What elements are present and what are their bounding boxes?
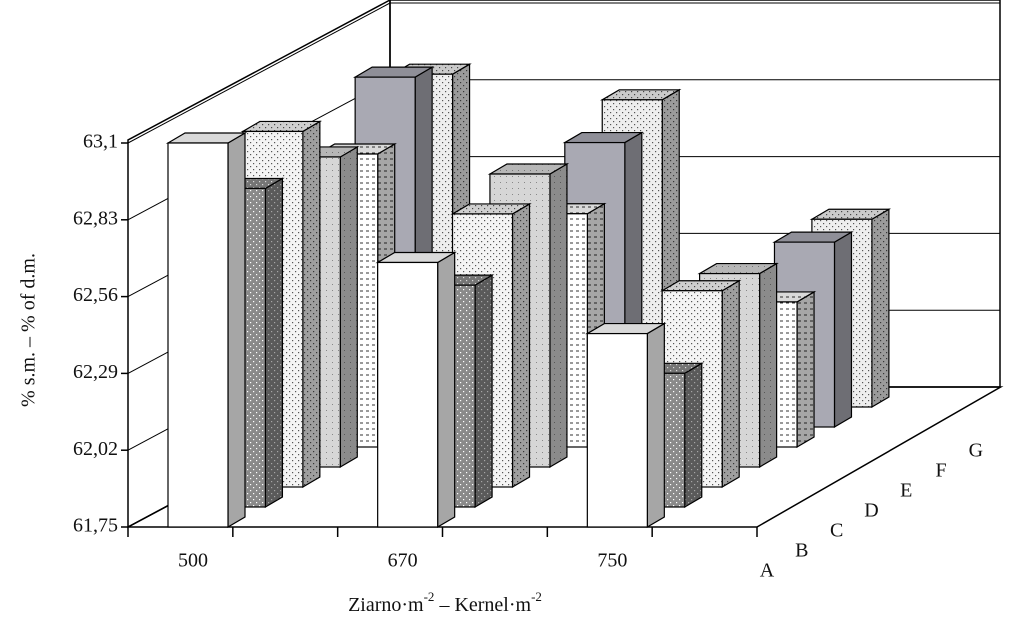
bar-side-shade bbox=[302, 121, 320, 487]
bar bbox=[377, 261, 439, 528]
bar-side-shade bbox=[684, 363, 702, 507]
bar-group bbox=[585, 322, 667, 529]
bar-side-shade bbox=[871, 209, 889, 407]
y-tick-label: 62,29 bbox=[73, 361, 118, 383]
bar-side-shade bbox=[228, 133, 245, 527]
y-tick-label: 62,56 bbox=[73, 284, 118, 306]
y-tick-label: 63,1 bbox=[83, 131, 118, 153]
x-tick-label: 500 bbox=[178, 550, 208, 572]
x-axis-label: Ziarno·m-2 – Kernel·m-2 bbox=[348, 589, 542, 616]
bar-top-shade bbox=[774, 232, 852, 243]
series-label: A bbox=[760, 560, 775, 582]
x-label-part: Ziarno·m bbox=[348, 594, 424, 616]
series-label: E bbox=[900, 480, 912, 502]
bar-top-shade bbox=[587, 323, 665, 334]
bar-side-shade bbox=[797, 291, 815, 447]
series-label: F bbox=[935, 460, 946, 482]
bar-side-shade bbox=[512, 203, 530, 487]
bar-top-shade bbox=[377, 252, 455, 263]
series-label: G bbox=[969, 440, 983, 462]
bar-top-shade bbox=[242, 121, 320, 132]
x-tick-label: 750 bbox=[597, 550, 627, 572]
grid-line bbox=[127, 2, 391, 144]
series-label: D bbox=[864, 500, 878, 522]
bar-group bbox=[375, 251, 457, 529]
bar-top-shade bbox=[489, 164, 567, 175]
bar bbox=[586, 332, 648, 528]
bar-top-shade bbox=[662, 280, 740, 291]
x-tick-label: 670 bbox=[388, 550, 418, 572]
x-label-part: – Kernel·m bbox=[434, 594, 531, 616]
bar-side-shade bbox=[340, 146, 358, 467]
bar-group bbox=[165, 131, 248, 529]
bar-top-shade bbox=[811, 209, 889, 220]
y-tick-label: 62,02 bbox=[73, 438, 118, 460]
bar-top-shade bbox=[699, 263, 777, 274]
bar-side-shade bbox=[475, 275, 493, 507]
bar-top-shade bbox=[452, 203, 530, 214]
bar-side-shade bbox=[722, 280, 740, 487]
x-label-sup: -2 bbox=[424, 589, 435, 604]
bar-side-shade bbox=[437, 252, 455, 527]
series-label: C bbox=[830, 520, 843, 542]
bar-side-shade bbox=[759, 263, 777, 467]
y-tick-label: 62,83 bbox=[73, 207, 118, 229]
bar-top-shade bbox=[602, 89, 680, 100]
bar-top-shade bbox=[564, 132, 642, 143]
x-label-sup: -2 bbox=[531, 589, 542, 604]
y-axis-label: % s.m. – % of d.m. bbox=[18, 253, 40, 407]
bar-side-shade bbox=[834, 232, 852, 427]
y-tick-label: 61,75 bbox=[73, 515, 118, 537]
series-label: B bbox=[795, 540, 808, 562]
bar-top-shade bbox=[168, 133, 245, 143]
bar-top-shade bbox=[355, 67, 433, 78]
bar-side-shade bbox=[549, 164, 567, 467]
bar-side-shade bbox=[265, 178, 283, 507]
bar bbox=[167, 142, 229, 528]
bar-side-shade bbox=[647, 323, 665, 527]
